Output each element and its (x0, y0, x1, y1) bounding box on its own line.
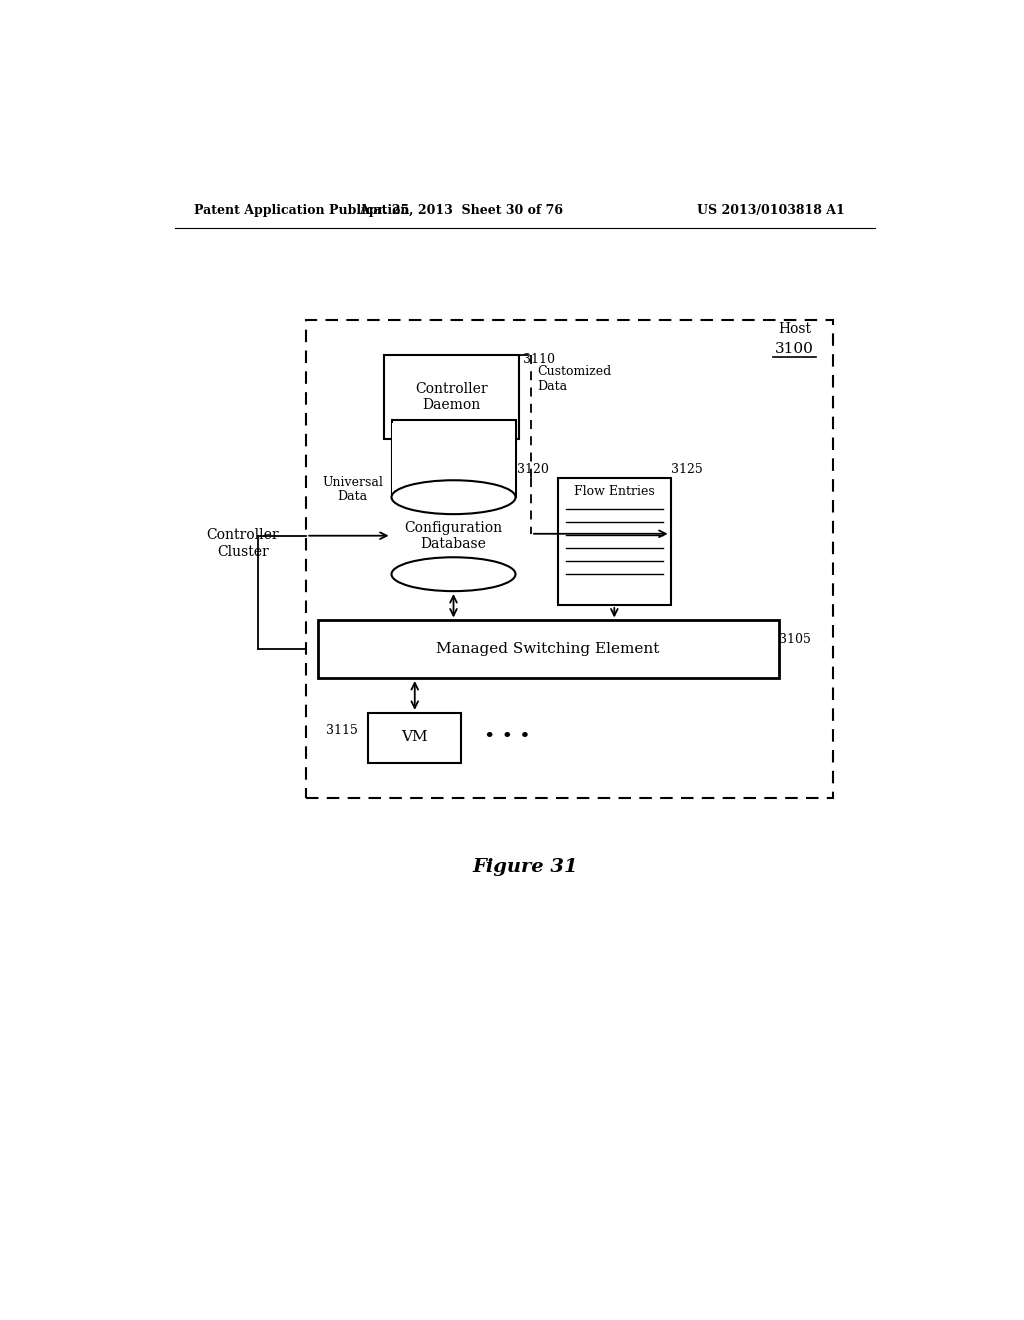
Text: Customized
Data: Customized Data (538, 364, 611, 393)
Text: • • •: • • • (484, 729, 531, 746)
Text: Controller
Cluster: Controller Cluster (207, 528, 279, 558)
Bar (558, 478, 671, 605)
Text: 3115: 3115 (326, 725, 357, 738)
Text: Controller
Daemon: Controller Daemon (416, 381, 487, 412)
Text: Host: Host (778, 322, 811, 337)
Text: Figure 31: Figure 31 (472, 858, 578, 875)
Text: US 2013/0103818 A1: US 2013/0103818 A1 (697, 205, 845, 218)
Text: 3110: 3110 (523, 354, 555, 366)
Text: 3120: 3120 (517, 463, 549, 477)
Text: VM: VM (401, 730, 428, 744)
Text: 3105: 3105 (779, 634, 811, 647)
Bar (391, 420, 515, 498)
Text: Patent Application Publication: Patent Application Publication (194, 205, 410, 218)
Bar (306, 321, 834, 797)
Bar (392, 422, 515, 498)
Text: Universal
Data: Universal Data (323, 475, 383, 503)
Text: 3125: 3125 (671, 463, 702, 477)
Text: Managed Switching Element: Managed Switching Element (436, 642, 659, 656)
Text: Apr. 25, 2013  Sheet 30 of 76: Apr. 25, 2013 Sheet 30 of 76 (359, 205, 563, 218)
Bar (317, 620, 779, 678)
Bar (384, 355, 519, 440)
Text: Configuration
Database: Configuration Database (404, 520, 503, 550)
Ellipse shape (391, 557, 515, 591)
Text: 3100: 3100 (775, 342, 814, 356)
Ellipse shape (391, 480, 515, 515)
Text: Flow Entries: Flow Entries (573, 484, 654, 498)
Bar (369, 713, 461, 763)
